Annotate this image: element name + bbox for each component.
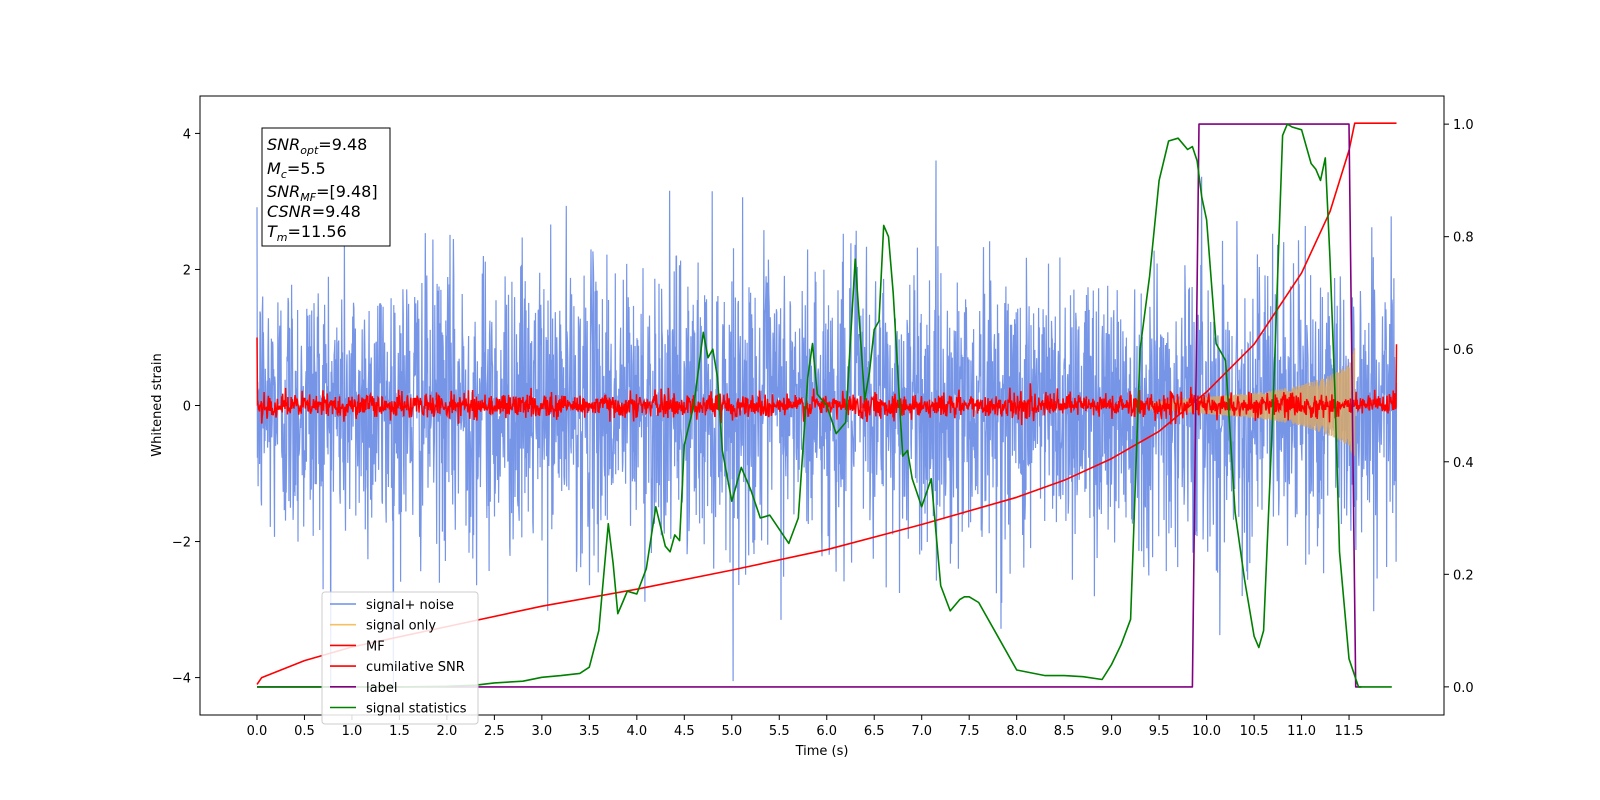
x-tick-label: 3.0 xyxy=(532,724,553,739)
x-tick-label: 5.0 xyxy=(721,724,742,739)
x-tick-label: 0.5 xyxy=(294,724,315,739)
x-tick-label: 2.0 xyxy=(437,724,458,739)
legend-entry: cumilative SNR xyxy=(366,660,465,675)
x-tick-label: 0.0 xyxy=(247,724,268,739)
y-axis-right: 1.0 0.8 0.6 0.4 0.2 0.0 xyxy=(1444,118,1474,696)
x-tick-label: 9.0 xyxy=(1101,724,1122,739)
x-tick-label: 4.5 xyxy=(674,724,695,739)
x-tick-label: 8.5 xyxy=(1054,724,1075,739)
y-tick-label: 2 xyxy=(183,263,191,278)
x-axis-label: Time (s) xyxy=(795,744,849,759)
x-tick-label: 7.5 xyxy=(959,724,980,739)
x-tick-label: 5.5 xyxy=(769,724,790,739)
x-tick-label: 11.5 xyxy=(1335,724,1364,739)
x-tick-label: 10.5 xyxy=(1240,724,1269,739)
legend-entry: MF xyxy=(366,639,385,654)
x-tick-label: 3.5 xyxy=(579,724,600,739)
legend-entry: signal only xyxy=(366,619,436,634)
series-mf xyxy=(256,337,1398,426)
x-tick-label: 9.5 xyxy=(1149,724,1170,739)
x-tick-label: 2.5 xyxy=(484,724,505,739)
annotation-csnr: CSNR=9.48 xyxy=(267,202,361,221)
legend: signal+ noise signal only MF cumilative SNR… xyxy=(321,591,479,725)
y-tick-label: 0 xyxy=(183,400,191,415)
y-axis-label: Whitened strain xyxy=(150,353,165,456)
y-tick-label: −4 xyxy=(172,672,191,687)
y2-tick-label: 1.0 xyxy=(1453,118,1474,133)
x-tick-label: 6.0 xyxy=(816,724,837,739)
y2-tick-label: 0.2 xyxy=(1453,568,1474,583)
annotation-snr-opt: SNRopt=9.48 xyxy=(267,135,367,157)
annotation-mc: Mc=5.5 xyxy=(267,159,326,181)
legend-entry: signal statistics xyxy=(366,702,467,717)
y2-tick-label: 0.6 xyxy=(1453,343,1474,358)
annotation-snr-mf: SNRMF=[9.48] xyxy=(267,182,378,204)
legend-entry: label xyxy=(366,681,397,696)
y2-tick-label: 0.0 xyxy=(1453,681,1474,696)
x-tick-label: 4.0 xyxy=(626,724,647,739)
x-tick-label: 6.5 xyxy=(864,724,885,739)
y-axis-left: 4 2 0 −2 −4 xyxy=(172,127,200,687)
y-tick-label: 4 xyxy=(183,127,191,142)
y2-tick-label: 0.8 xyxy=(1453,231,1474,246)
x-tick-label: 10.0 xyxy=(1192,724,1221,739)
y2-tick-label: 0.4 xyxy=(1453,456,1474,471)
y-tick-label: −2 xyxy=(172,536,191,551)
x-tick-label: 1.0 xyxy=(342,724,363,739)
annotation-box: SNRopt=9.48 Mc=5.5 SNRMF=[9.48] CSNR=9.4… xyxy=(261,127,391,247)
x-tick-label: 7.0 xyxy=(911,724,932,739)
x-tick-label: 8.0 xyxy=(1006,724,1027,739)
annotation-tm: Tm=11.56 xyxy=(267,222,347,244)
legend-entry: signal+ noise xyxy=(366,598,454,613)
series-signal-statistics xyxy=(257,123,1392,688)
x-tick-label: 1.5 xyxy=(389,724,410,739)
x-axis: 0.0 0.5 1.0 1.5 2.0 2.5 3.0 3.5 4.0 4.5 5.0 5.5 6.0 6… xyxy=(247,715,1364,739)
series-label xyxy=(257,123,1362,688)
x-tick-label: 11.0 xyxy=(1287,724,1316,739)
